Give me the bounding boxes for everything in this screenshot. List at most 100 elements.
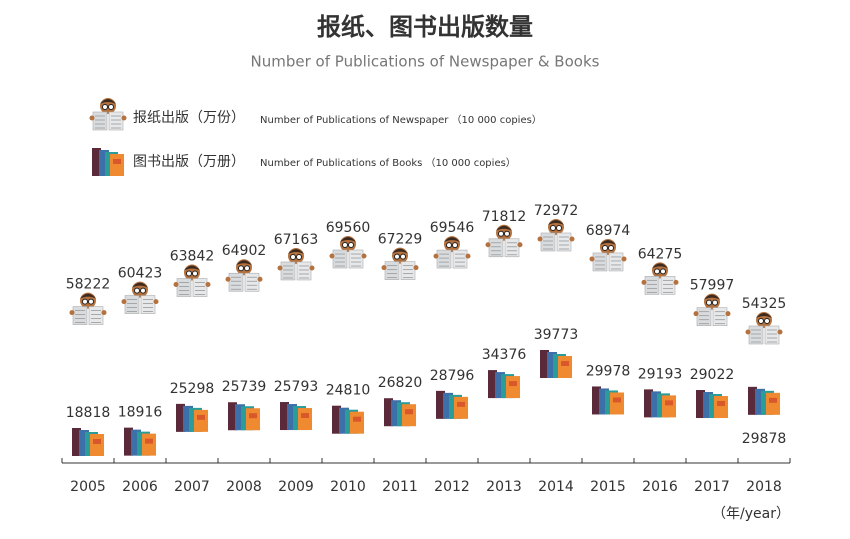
hand	[485, 242, 491, 248]
glass	[504, 230, 510, 237]
x-tick-label: 2015	[590, 479, 626, 495]
paper	[540, 232, 556, 252]
hand	[433, 253, 439, 259]
data-label: 64275	[638, 246, 683, 262]
book	[110, 154, 124, 176]
books-icon	[540, 350, 572, 378]
paper	[92, 111, 108, 131]
book	[99, 150, 109, 176]
book	[72, 428, 81, 456]
hair	[704, 294, 720, 300]
book	[79, 430, 89, 456]
hair	[100, 99, 116, 104]
newspaper-icon	[225, 259, 263, 292]
book	[402, 404, 416, 427]
x-tick-label: 2006	[122, 479, 158, 495]
book	[142, 433, 156, 456]
glass	[712, 299, 718, 306]
book-label	[769, 397, 777, 403]
hair	[340, 237, 356, 243]
data-label: 29193	[638, 366, 683, 382]
data-label: 68974	[586, 223, 631, 239]
hand	[121, 115, 127, 121]
hair	[756, 313, 772, 318]
book	[235, 404, 245, 431]
book-label	[145, 438, 153, 444]
data-label: 63842	[170, 249, 215, 265]
hand	[569, 236, 575, 242]
glass	[238, 265, 244, 272]
glass	[186, 270, 192, 277]
newspaper-icon	[589, 238, 627, 272]
glass	[192, 270, 198, 277]
book	[495, 372, 505, 399]
hand	[641, 279, 647, 285]
x-tick-label: 2010	[330, 479, 366, 495]
glass	[550, 225, 556, 231]
book	[228, 402, 237, 431]
data-label: 72972	[534, 203, 579, 219]
x-tick-label: 2011	[382, 479, 418, 495]
hand	[329, 253, 335, 259]
legend-label: 报纸出版（万份）	[133, 110, 245, 126]
book	[280, 402, 289, 431]
paper	[748, 325, 764, 345]
glass	[102, 104, 108, 110]
paper	[108, 111, 124, 131]
hair	[496, 225, 512, 231]
hair	[444, 237, 460, 243]
glass	[140, 287, 146, 294]
data-label: 28796	[430, 368, 475, 384]
hair	[236, 260, 252, 266]
x-tick-label: 2018	[746, 479, 782, 495]
book	[436, 390, 445, 419]
books-icon	[228, 402, 260, 431]
paper	[504, 238, 520, 258]
hand	[69, 310, 75, 316]
books-icon	[644, 389, 676, 418]
glass	[498, 230, 504, 237]
books-icon	[748, 386, 780, 415]
book	[766, 392, 780, 415]
book	[662, 395, 676, 418]
hand	[381, 265, 387, 271]
book	[183, 405, 193, 432]
x-tick-label: 2013	[486, 479, 522, 495]
glass	[758, 318, 764, 324]
hand	[89, 115, 95, 121]
newspaper-icon	[173, 264, 211, 297]
newspaper-icon	[89, 98, 127, 131]
books-icon	[332, 405, 364, 434]
hand	[517, 242, 523, 248]
book	[90, 434, 104, 456]
paper	[696, 307, 712, 326]
hand	[257, 276, 263, 282]
hand	[589, 256, 595, 262]
paper	[556, 232, 572, 252]
data-label: 39773	[534, 327, 579, 343]
glass	[244, 265, 250, 272]
glass	[706, 299, 712, 306]
book	[124, 427, 133, 456]
glass	[654, 268, 660, 275]
x-tick-label: 2009	[278, 479, 314, 495]
hand	[693, 311, 699, 317]
data-label: 26820	[378, 375, 423, 391]
paper	[384, 261, 400, 280]
book	[131, 429, 141, 456]
hand	[121, 299, 127, 305]
data-label: 34376	[482, 347, 527, 363]
book	[610, 392, 624, 415]
newspaper-icon	[381, 247, 419, 280]
data-label: 29022	[690, 367, 735, 383]
book-label	[353, 416, 361, 422]
books-icon	[124, 427, 156, 456]
book	[488, 370, 497, 399]
book-label	[197, 414, 205, 420]
newspaper-icon	[69, 292, 107, 325]
hair	[80, 293, 96, 299]
books-icon	[436, 390, 468, 419]
book-label	[509, 381, 517, 387]
data-label: 54325	[742, 296, 787, 312]
paper	[140, 295, 156, 314]
